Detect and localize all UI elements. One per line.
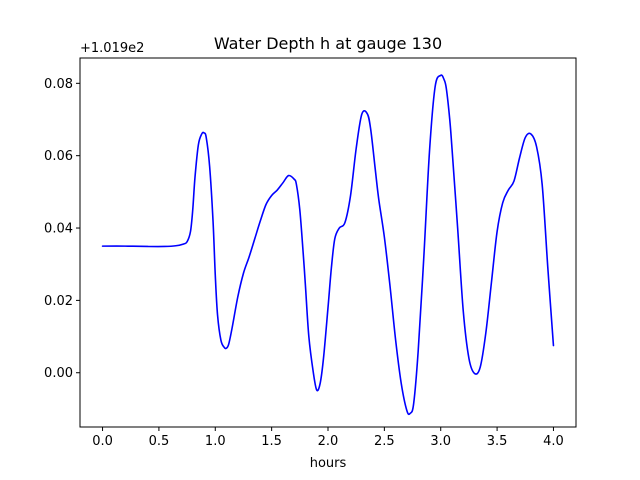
y-tick-label: 0.02 [44, 294, 73, 309]
plot-area [80, 58, 576, 427]
x-axis: 0.0 0.5 1.0 1.5 2.0 2.5 3.0 3.5 4.0 [92, 427, 564, 449]
x-tick-label: 2.5 [374, 434, 395, 449]
x-tick-label: 1.5 [261, 434, 282, 449]
y-axis: 0.00 0.02 0.04 0.06 0.08 [44, 77, 80, 381]
y-tick-label: 0.04 [44, 222, 73, 237]
y-tick-label: 0.08 [44, 77, 73, 92]
series-line [101, 74, 555, 416]
series-layer [101, 74, 555, 416]
chart-title: Water Depth h at gauge 130 [214, 34, 442, 53]
y-tick-label: 0.00 [44, 366, 73, 381]
x-tick-label: 1.0 [205, 434, 226, 449]
x-tick-label: 0.0 [92, 434, 113, 449]
y-tick-label: 0.06 [44, 149, 73, 164]
x-tick-label: 2.0 [318, 434, 339, 449]
x-tick-label: 3.5 [487, 434, 508, 449]
y-offset-label: +1.019e2 [80, 41, 144, 56]
x-tick-label: 0.5 [149, 434, 170, 449]
x-tick-label: 3.0 [430, 434, 451, 449]
x-tick-label: 4.0 [543, 434, 564, 449]
x-axis-label: hours [310, 456, 347, 471]
